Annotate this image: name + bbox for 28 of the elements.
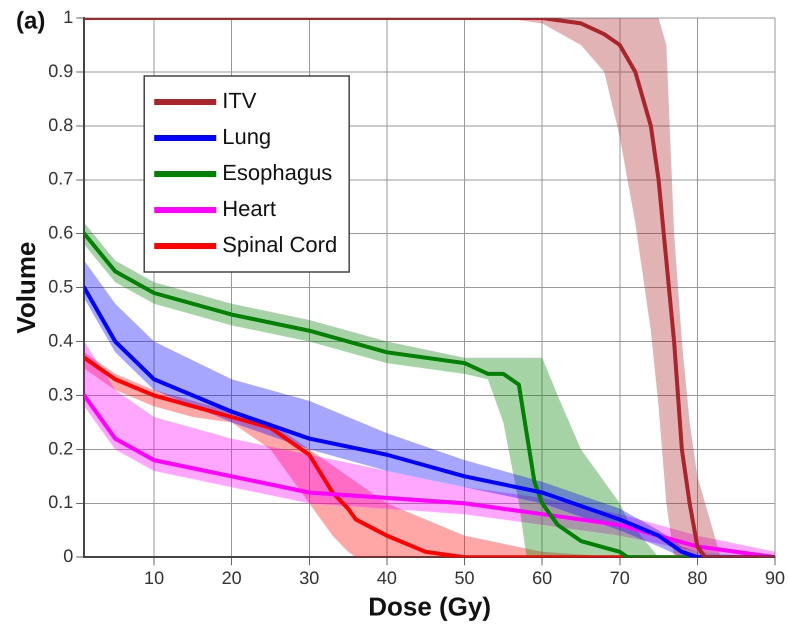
legend-label: ITV [222, 88, 257, 114]
x-tick-label: 60 [532, 568, 552, 588]
y-tick-label: 1 [63, 6, 74, 27]
y-tick-label: 0.9 [48, 60, 74, 81]
x-axis-title: Dose (Gy) [368, 592, 492, 622]
x-tick-label: 10 [144, 568, 164, 588]
x-tick-label: 90 [764, 568, 786, 588]
y-tick-label: 0.3 [48, 384, 74, 404]
y-tick-label: 0 [63, 546, 74, 566]
legend-label: Lung [222, 124, 272, 150]
x-tick-label: 70 [610, 568, 630, 588]
text: (a) [16, 8, 46, 35]
y-axis-title: Volume [10, 242, 41, 334]
y-tick-label: 0.7 [48, 168, 74, 189]
y-tick-label: 0.8 [48, 114, 74, 135]
x-tick-label: 50 [454, 568, 475, 588]
x-tick-label: 30 [299, 568, 320, 588]
legend-label: Spinal Cord [222, 232, 338, 258]
y-tick-label: 0.6 [48, 222, 74, 243]
x-tick-label: 40 [376, 568, 397, 588]
x-tick-label: 80 [687, 568, 708, 588]
legend-label: Esophagus [222, 160, 332, 186]
x-tick-label: 20 [222, 568, 242, 588]
y-tick-label: 0.2 [48, 438, 74, 458]
y-tick-label: 0.4 [48, 330, 74, 350]
y-tick-label: 0.5 [48, 276, 74, 297]
legend-label: Heart [222, 196, 276, 222]
y-tick-label: 0.1 [48, 492, 74, 512]
